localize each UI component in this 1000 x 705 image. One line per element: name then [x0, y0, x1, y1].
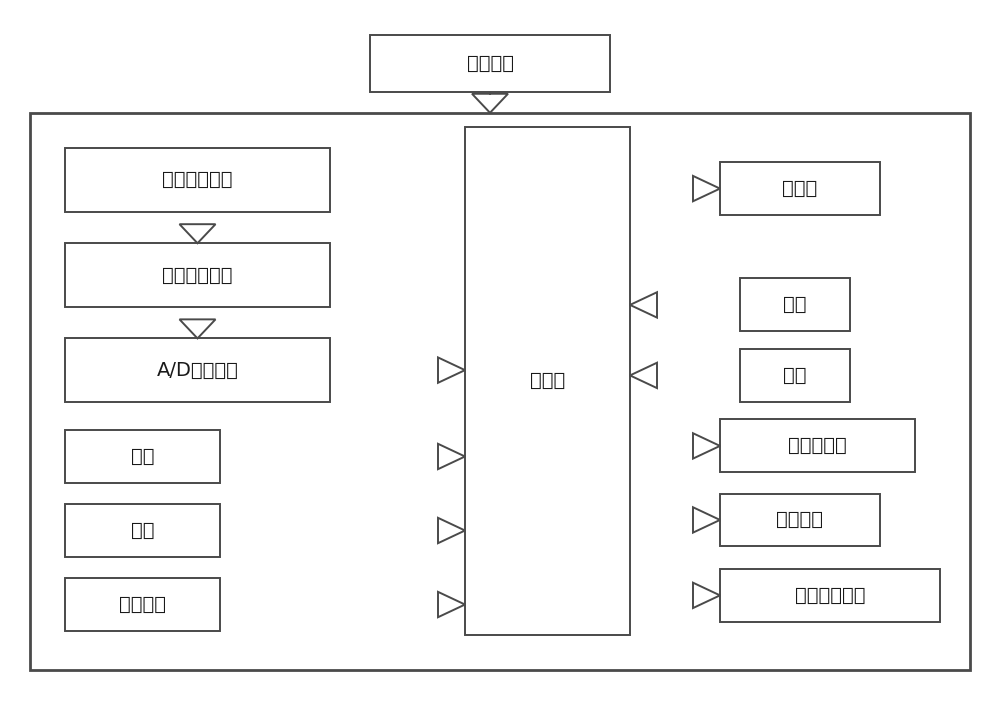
- Bar: [465, 127, 630, 634]
- Bar: [65, 578, 220, 631]
- Bar: [720, 162, 880, 215]
- Text: 一体机: 一体机: [530, 372, 565, 390]
- Text: 信号采集模块: 信号采集模块: [162, 171, 233, 189]
- Text: 历史曲线: 历史曲线: [119, 595, 166, 614]
- Bar: [740, 278, 850, 331]
- Text: 信号放大模块: 信号放大模块: [162, 266, 233, 284]
- Bar: [740, 349, 850, 402]
- Bar: [720, 493, 880, 546]
- Text: 声音报警模块: 声音报警模块: [795, 586, 865, 605]
- Text: 灯光模块: 灯光模块: [776, 510, 823, 529]
- Bar: [65, 504, 220, 557]
- Bar: [720, 419, 915, 472]
- Text: 消警: 消警: [783, 366, 807, 385]
- Text: 校准: 校准: [783, 295, 807, 314]
- Text: 启动: 启动: [131, 521, 154, 540]
- Bar: [65, 243, 330, 307]
- Text: 数码管显示: 数码管显示: [788, 436, 847, 455]
- Bar: [65, 430, 220, 483]
- Bar: [720, 569, 940, 622]
- Bar: [370, 35, 610, 92]
- Bar: [65, 338, 330, 402]
- Bar: [65, 148, 330, 211]
- Text: 上位机: 上位机: [782, 179, 818, 198]
- Text: A/D转换模块: A/D转换模块: [157, 361, 238, 379]
- Bar: [30, 113, 970, 670]
- Text: 电源系统: 电源系统: [466, 54, 514, 73]
- Text: 复位: 复位: [131, 447, 154, 466]
